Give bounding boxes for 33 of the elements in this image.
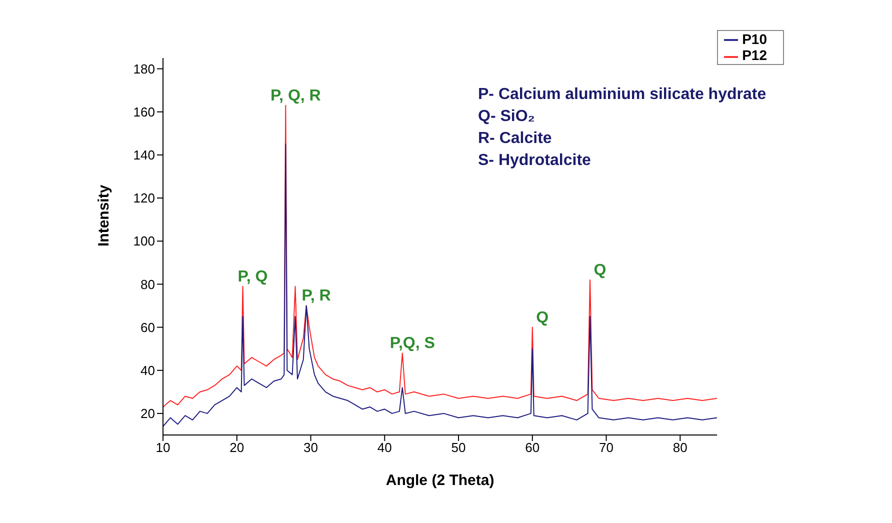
y-tick-label: 180 [133, 61, 155, 76]
y-tick-label: 60 [140, 320, 155, 335]
x-tick-label: 30 [304, 440, 318, 456]
line-series [163, 144, 718, 427]
annotation: Q [536, 309, 549, 326]
legend-label: P12 [742, 47, 767, 64]
y-tick-label: 120 [133, 190, 155, 206]
annotation: P, Q, R [270, 87, 322, 104]
annotation: P,Q, S [390, 335, 436, 352]
y-tick-label: 40 [140, 362, 155, 378]
x-tick-label: 40 [377, 440, 392, 456]
x-tick-label: 10 [156, 440, 170, 456]
x-axis-title: Angle (2 Theta) [386, 472, 494, 489]
annotation: P, Q [238, 268, 268, 286]
legend-label: P10 [742, 31, 767, 47]
annotation: R- Calcite [478, 129, 553, 149]
y-tick-label: 20 [140, 406, 155, 422]
line-series [163, 104, 718, 408]
x-tick-label: 60 [525, 440, 540, 456]
y-tick-label: 160 [133, 104, 155, 120]
x-tick-label: 80 [672, 440, 688, 456]
annotation: Q- SiO₂ [478, 107, 536, 127]
annotation: P, R [302, 288, 332, 305]
annotation: S- Hydrotalcite [478, 151, 592, 171]
y-tick-label: 140 [133, 148, 155, 163]
x-tick-label: 50 [451, 440, 466, 456]
annotation: P- Calcium aluminium silicate hydrate [478, 85, 766, 105]
y-tick-label: 80 [140, 276, 155, 292]
x-tick-label: 70 [599, 440, 614, 456]
annotation: Q [594, 262, 606, 279]
x-tick-label: 20 [230, 440, 244, 456]
y-tick-label: 100 [133, 234, 155, 249]
y-axis-title: Intensity [95, 184, 112, 246]
